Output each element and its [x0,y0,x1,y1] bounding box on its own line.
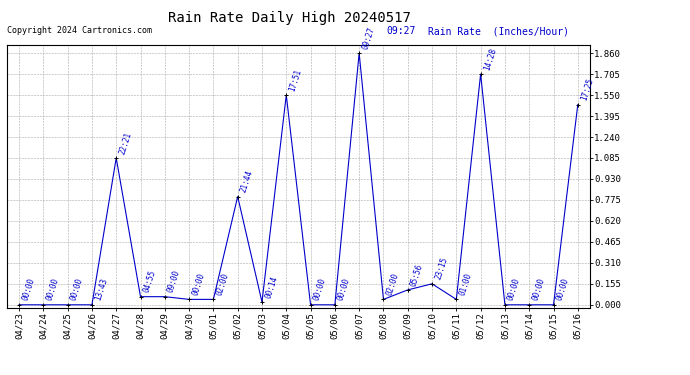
Text: 00:00: 00:00 [190,272,206,297]
Text: 01:00: 01:00 [457,272,473,297]
Text: 14:28: 14:28 [482,46,497,71]
Text: 09:27: 09:27 [361,26,376,50]
Text: 00:14: 00:14 [264,274,279,299]
Text: 23:15: 23:15 [433,256,449,281]
Text: 13:43: 13:43 [93,277,109,302]
Text: 00:00: 00:00 [21,277,36,302]
Text: 02:00: 02:00 [215,272,230,297]
Text: 00:00: 00:00 [312,277,328,302]
Text: Rain Rate Daily High 20240517: Rain Rate Daily High 20240517 [168,11,411,25]
Text: 09:00: 09:00 [166,269,182,294]
Text: 04:55: 04:55 [142,269,157,294]
Text: Rain Rate  (Inches/Hour): Rain Rate (Inches/Hour) [428,26,569,36]
Text: 00:00: 00:00 [336,277,352,302]
Text: 00:00: 00:00 [506,277,522,302]
Text: Copyright 2024 Cartronics.com: Copyright 2024 Cartronics.com [7,26,152,35]
Text: 00:00: 00:00 [45,277,61,302]
Text: 00:00: 00:00 [531,277,546,302]
Text: 05:56: 05:56 [409,262,425,287]
Text: 22:21: 22:21 [117,130,133,155]
Text: 00:00: 00:00 [555,277,571,302]
Text: 17:25: 17:25 [579,77,595,102]
Text: 00:00: 00:00 [69,277,85,302]
Text: 17:51: 17:51 [288,68,304,92]
Text: 09:27: 09:27 [386,26,416,36]
Text: 21:44: 21:44 [239,169,255,194]
Text: 02:00: 02:00 [385,272,401,297]
